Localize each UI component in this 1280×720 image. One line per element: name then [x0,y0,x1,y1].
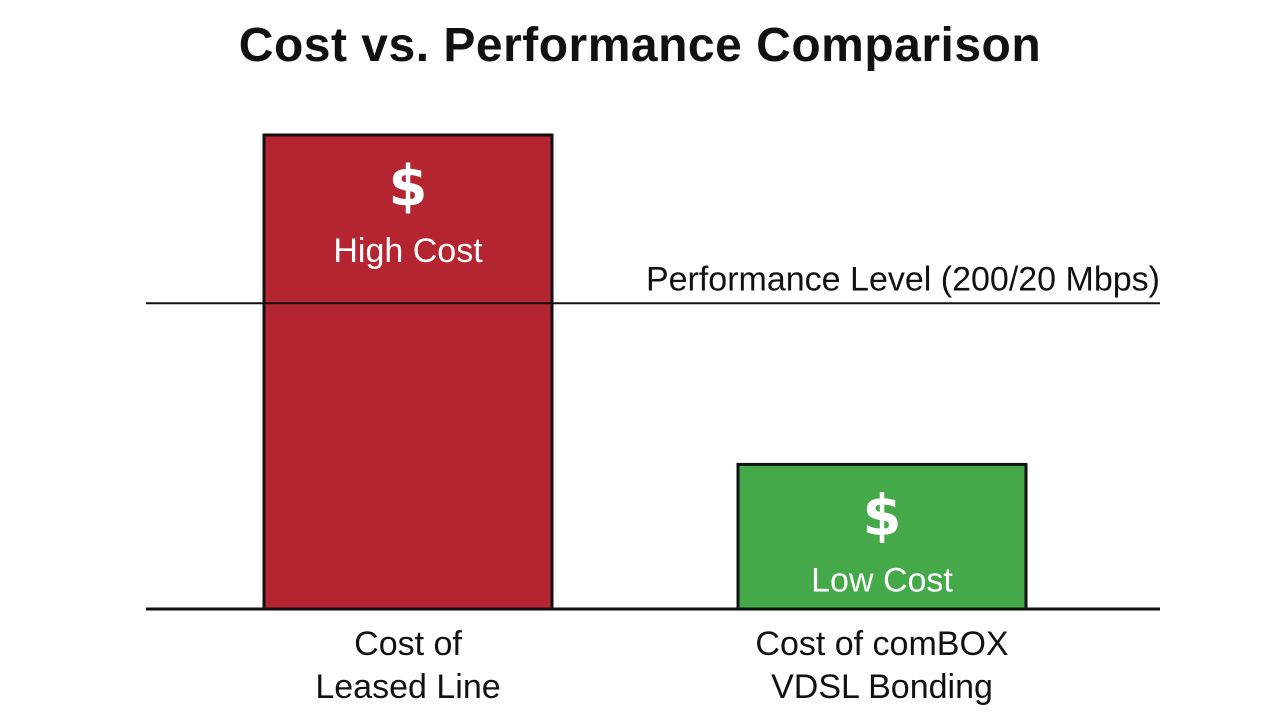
bar-2 [736,462,1028,611]
dollar-sign-icon: $ [389,154,428,219]
tick-label-2-line-1: Cost of comBOX [755,625,1008,663]
tick-label-2-line-2: VDSL Bonding [771,668,993,706]
performance-reference-label: Performance Level (200/20 Mbps) [646,260,1160,298]
bar-1 [262,133,554,611]
bar-label-2: Low Cost [811,561,953,599]
tick-label-1-line-2: Leased Line [315,668,500,706]
tick-label-1-line-1: Cost of [354,625,462,663]
bar-label-1: High Cost [333,232,483,270]
dollar-sign-icon: $ [863,483,902,548]
chart-title: Cost vs. Performance Comparison [238,19,1042,72]
